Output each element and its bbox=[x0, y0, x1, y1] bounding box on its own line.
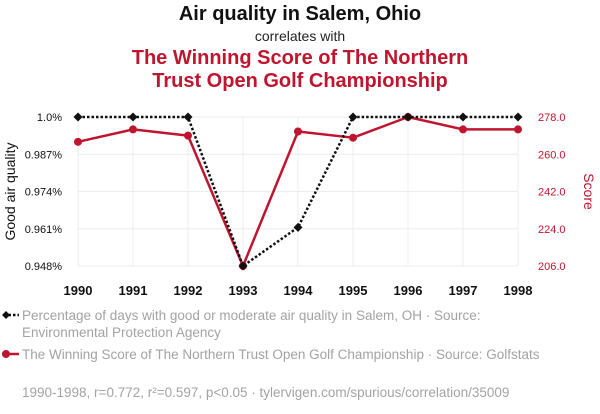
point-air-quality bbox=[458, 112, 468, 122]
point-golf-score bbox=[514, 125, 522, 134]
point-air-quality bbox=[73, 112, 83, 122]
x-tick-label: 1994 bbox=[284, 283, 314, 298]
x-tick-label: 1993 bbox=[229, 283, 258, 298]
y-right-tick-label: 242.0 bbox=[538, 187, 566, 199]
y-left-tick-label: 1.0% bbox=[37, 112, 62, 124]
x-tick-label: 1992 bbox=[174, 283, 203, 298]
chart-axes: 0.948% 0.961% 0.974% 0.987% 1.0% 206.0 224.0 24… bbox=[2, 112, 597, 298]
chart-grid bbox=[77, 116, 519, 267]
point-air-quality bbox=[238, 261, 248, 271]
x-tick-label: 1991 bbox=[119, 283, 148, 298]
chart-subtitle-line-2: Trust Open Golf Championship bbox=[152, 70, 448, 92]
point-air-quality bbox=[128, 112, 138, 122]
chart-series bbox=[73, 112, 523, 271]
series-line-air-quality bbox=[78, 115, 518, 268]
point-air-quality bbox=[183, 112, 193, 122]
point-golf-score bbox=[184, 131, 192, 140]
point-golf-score bbox=[294, 127, 302, 136]
y-right-tick-label: 278.0 bbox=[538, 112, 566, 124]
chart-subtitle: The Winning Score of The Northern Trust … bbox=[0, 47, 600, 93]
y-left-tick-label: 0.948% bbox=[25, 261, 63, 273]
chart-connector-text: correlates with bbox=[254, 28, 346, 44]
y-right-tick-label: 224.0 bbox=[538, 224, 566, 236]
y-left-axis-title: Good air quality bbox=[2, 142, 18, 240]
point-air-quality bbox=[348, 112, 358, 122]
y-right-tick-label: 260.0 bbox=[538, 149, 566, 161]
chart-subtitle-line-1: The Winning Score of The Northern bbox=[131, 47, 469, 69]
chart-title: Air quality in Salem, Ohio bbox=[178, 3, 422, 25]
legend-markers bbox=[2, 311, 19, 358]
legend-marker-golf-score bbox=[2, 350, 10, 358]
point-air-quality bbox=[403, 112, 413, 122]
x-tick-label: 1997 bbox=[449, 283, 478, 298]
y-right-tick-label: 206.0 bbox=[538, 261, 566, 273]
y-left-tick-label: 0.961% bbox=[25, 224, 63, 236]
x-tick-label: 1998 bbox=[504, 283, 533, 298]
chart-footer-stats: 1990-1998, r=0.772, r²=0.597, p<0.05 · t… bbox=[22, 385, 510, 400]
legend-label-golf-score: The Winning Score of The Northern Trust … bbox=[22, 347, 540, 362]
point-air-quality bbox=[293, 222, 303, 232]
point-golf-score bbox=[459, 125, 467, 134]
point-golf-score bbox=[349, 133, 357, 142]
legend-marker-air-quality bbox=[2, 311, 10, 319]
point-golf-score bbox=[74, 137, 82, 146]
x-tick-label: 1990 bbox=[64, 283, 93, 298]
legend-label-air-quality: Percentage of days with good or moderate… bbox=[22, 308, 481, 340]
y-left-tick-label: 0.987% bbox=[25, 149, 63, 161]
point-air-quality bbox=[513, 112, 523, 122]
x-tick-label: 1995 bbox=[339, 283, 368, 298]
y-right-axis-title: Score bbox=[581, 173, 597, 210]
y-left-tick-label: 0.974% bbox=[25, 187, 63, 199]
point-golf-score bbox=[129, 125, 137, 134]
x-tick-label: 1996 bbox=[394, 283, 423, 298]
